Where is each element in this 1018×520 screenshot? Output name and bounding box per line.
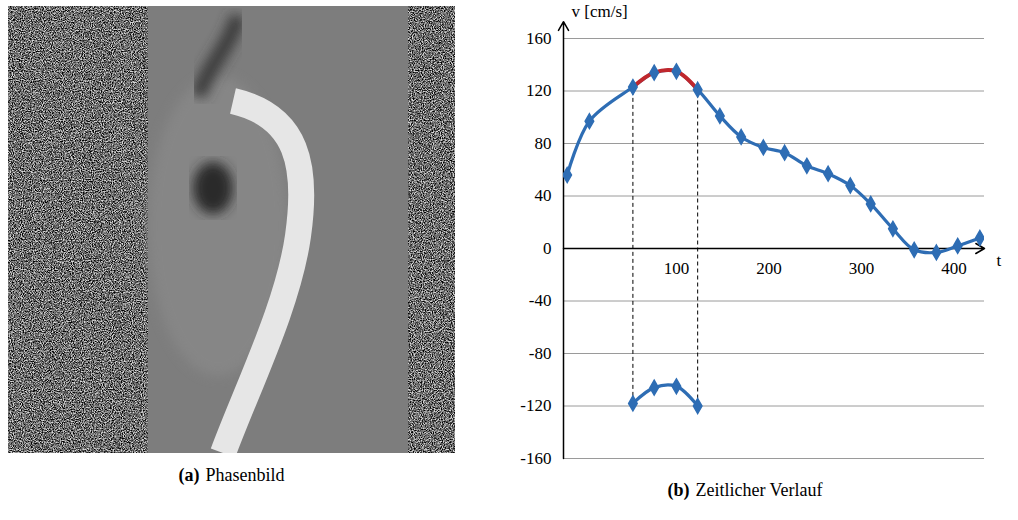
svg-text:-80: -80	[529, 344, 552, 363]
html-text:(b) Zeitlicher Verlauf: (b) Zeitlicher Verlauf	[667, 480, 823, 500]
html-text:(a) Phasenbild: (a) Phasenbild	[178, 465, 285, 485]
svg-text:v [cm/s]: v [cm/s]	[572, 2, 628, 21]
svg-text:t: t	[997, 251, 1002, 270]
svg-text:160: 160	[526, 29, 552, 48]
svg-text:80: 80	[535, 134, 552, 153]
svg-text:300: 300	[849, 259, 875, 278]
svg-text:100: 100	[664, 259, 690, 278]
svg-text:-120: -120	[520, 396, 551, 415]
svg-text:-160: -160	[520, 449, 551, 468]
svg-text:400: 400	[941, 259, 967, 278]
svg-text:120: 120	[526, 81, 552, 100]
svg-text:0: 0	[543, 239, 552, 258]
svg-text:40: 40	[535, 186, 552, 205]
svg-text:-40: -40	[529, 291, 552, 310]
svg-text:200: 200	[756, 259, 782, 278]
